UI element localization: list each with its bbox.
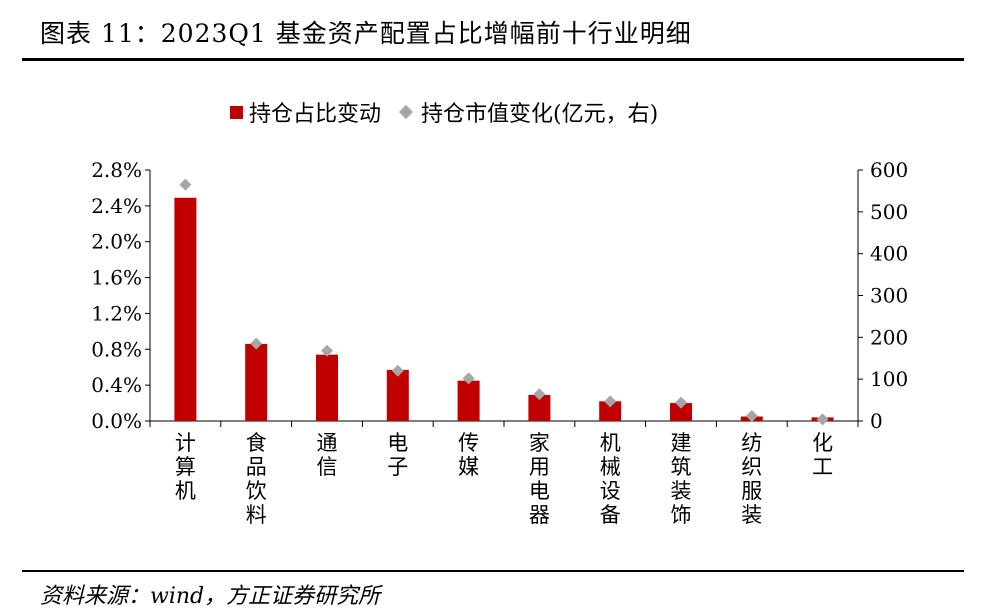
chart-title: 图表 11：2023Q1 基金资产配置占比增幅前十行业明细 bbox=[40, 19, 692, 48]
x-axis-label-char: 备 bbox=[600, 503, 621, 527]
legend-label-marker: 持仓市值变化(亿元，右) bbox=[421, 102, 659, 127]
bar-7 bbox=[599, 401, 622, 421]
marker-5 bbox=[462, 372, 475, 385]
x-axis-label-char: 品 bbox=[246, 455, 267, 479]
left-axis-tick-label: 2.4% bbox=[91, 194, 142, 218]
legend: 持仓占比变动 持仓市值变化(亿元，右) bbox=[230, 96, 658, 128]
title-rule bbox=[22, 58, 964, 61]
legend-item-marker: 持仓市值变化(亿元，右) bbox=[397, 96, 658, 128]
marker-10 bbox=[816, 413, 829, 426]
x-axis-label-char: 饮 bbox=[246, 479, 267, 503]
x-axis-label-char: 电 bbox=[529, 479, 550, 503]
right-axis-tick-label: 400 bbox=[870, 242, 908, 266]
x-axis-label-char: 器 bbox=[529, 503, 550, 527]
source-rule bbox=[22, 570, 964, 572]
right-axis-tick-label: 500 bbox=[870, 200, 908, 224]
x-axis-label-char: 饰 bbox=[671, 503, 692, 527]
right-axis-tick-label: 600 bbox=[870, 158, 908, 182]
x-axis-label-char: 筑 bbox=[671, 455, 692, 479]
x-axis-label-char: 织 bbox=[741, 455, 762, 479]
left-axis-tick-label: 0.0% bbox=[91, 409, 142, 433]
left-axis-tick-label: 0.8% bbox=[91, 337, 142, 361]
bar-6 bbox=[528, 395, 551, 421]
legend-label-bar: 持仓占比变动 bbox=[249, 102, 382, 127]
marker-4 bbox=[391, 364, 404, 377]
left-axis-tick-label: 2.8% bbox=[91, 158, 142, 182]
x-axis-label-char: 械 bbox=[600, 455, 621, 479]
legend-item-bar: 持仓占比变动 bbox=[230, 96, 381, 128]
x-axis-label-char: 电 bbox=[387, 431, 408, 455]
legend-bar-swatch bbox=[230, 105, 243, 119]
left-axis-tick-label: 1.2% bbox=[91, 301, 142, 325]
x-axis-label-char: 料 bbox=[246, 503, 267, 527]
x-axis-label-char: 食 bbox=[246, 431, 267, 455]
x-axis-label-char: 用 bbox=[529, 455, 550, 479]
right-axis-tick-label: 0 bbox=[870, 409, 883, 433]
x-axis-label-char: 纺 bbox=[741, 431, 762, 455]
x-axis-label-char: 信 bbox=[317, 455, 338, 479]
marker-2 bbox=[250, 337, 263, 350]
right-axis-tick-label: 300 bbox=[870, 284, 908, 308]
marker-3 bbox=[321, 344, 333, 357]
marker-1 bbox=[179, 178, 192, 191]
bar-5 bbox=[457, 380, 480, 421]
bar-2 bbox=[245, 343, 268, 421]
x-axis-label-char: 装 bbox=[741, 503, 762, 527]
bar-3 bbox=[316, 354, 338, 421]
x-axis-label-char: 机 bbox=[175, 479, 196, 503]
x-axis-label-char: 计 bbox=[175, 431, 196, 455]
right-axis-tick-label: 100 bbox=[870, 367, 908, 391]
x-axis-label-char: 家 bbox=[529, 431, 550, 455]
x-axis-label-char: 化 bbox=[812, 431, 833, 455]
x-axis-label-char: 子 bbox=[387, 455, 408, 479]
x-axis-label-char: 设 bbox=[600, 479, 621, 503]
right-axis-tick-label: 200 bbox=[870, 325, 908, 349]
x-axis-label-char: 传 bbox=[458, 431, 479, 455]
left-axis-tick-label: 2.0% bbox=[91, 230, 142, 254]
bar-4 bbox=[386, 369, 409, 421]
source-note: 资料来源：wind，方正证券研究所 bbox=[40, 584, 381, 609]
marker-9 bbox=[745, 409, 758, 422]
x-axis-label-char: 机 bbox=[600, 431, 621, 455]
x-axis-label-char: 通 bbox=[317, 431, 338, 455]
marker-6 bbox=[533, 388, 546, 401]
x-axis-label-char: 建 bbox=[671, 431, 692, 455]
x-axis-label-char: 媒 bbox=[458, 455, 479, 479]
marker-7 bbox=[604, 395, 617, 408]
marker-8 bbox=[675, 396, 687, 409]
bar-1 bbox=[174, 197, 197, 421]
left-axis-tick-label: 1.6% bbox=[91, 266, 142, 290]
x-axis-label-char: 装 bbox=[671, 479, 692, 503]
x-axis-label-char: 工 bbox=[812, 455, 833, 479]
x-axis-label-char: 服 bbox=[741, 479, 762, 503]
bar-8 bbox=[670, 403, 692, 421]
x-axis-label-char: 算 bbox=[175, 455, 196, 479]
left-axis-tick-label: 0.4% bbox=[91, 373, 142, 397]
